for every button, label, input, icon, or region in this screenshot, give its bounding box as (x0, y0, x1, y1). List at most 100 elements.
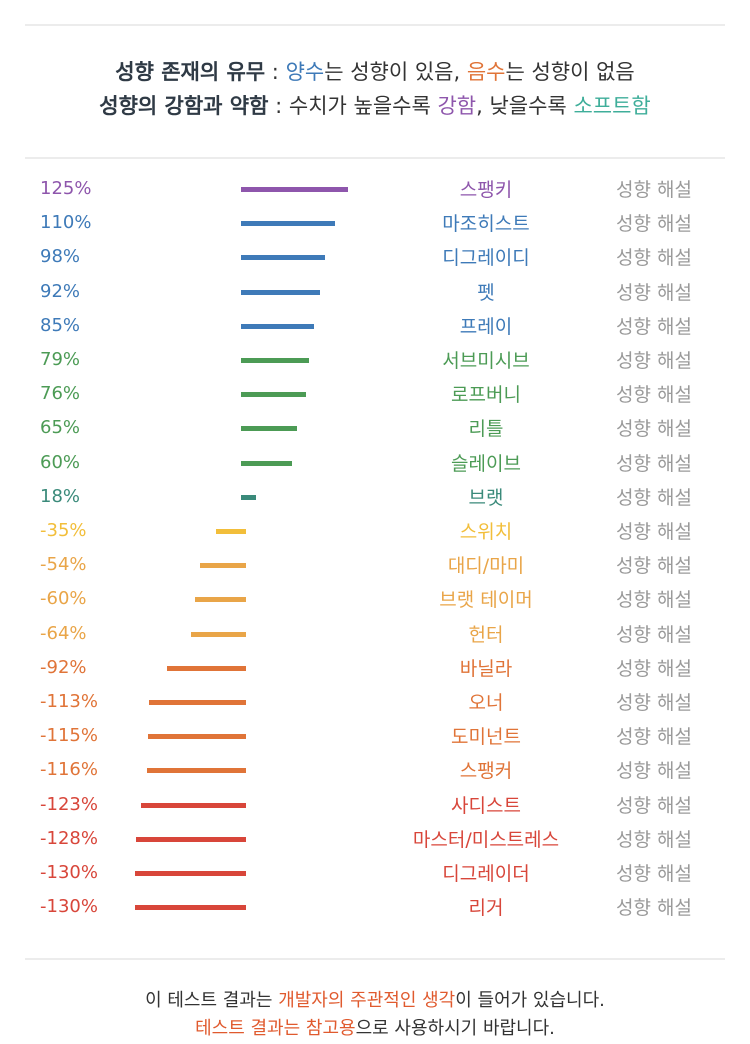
category-label: 디그레이디 (442, 247, 530, 270)
footer-text-end: 이 들어가 있습니다. (455, 990, 605, 1011)
value-label: -130% (40, 896, 98, 918)
chart-row: 18% 브랫 성향 해설 (0, 484, 750, 518)
footer-text: 이 테스트 결과는 (145, 990, 279, 1011)
chart-row: -113% 오너 성향 해설 (0, 689, 750, 723)
bar (167, 665, 246, 671)
value-label: 98% (40, 246, 81, 268)
value-label: -54% (40, 554, 87, 576)
legend-strength-text: 수치가 높을수록 (288, 94, 438, 118)
bar (194, 597, 246, 603)
category-label: 대디/마미 (447, 555, 525, 578)
explanation-link[interactable]: 성향 해설 (616, 315, 692, 338)
category-label: 마스터/미스트레스 (412, 828, 560, 851)
bar (241, 187, 348, 192)
value-label: 85% (40, 314, 81, 336)
legend-strong-word: 강함 (437, 94, 477, 118)
explanation-link[interactable]: 성향 해설 (616, 897, 692, 920)
legend-divider (25, 157, 725, 159)
explanation-link[interactable]: 성향 해설 (616, 281, 692, 304)
legend-label-strength: 성향의 강함과 약함 (99, 94, 269, 118)
explanation-link[interactable]: 성향 해설 (616, 521, 692, 543)
explanation-link[interactable]: 성향 해설 (616, 555, 692, 578)
bar (146, 768, 246, 774)
category-label: 프레이 (459, 315, 513, 338)
explanation-link[interactable]: 성향 해설 (616, 486, 692, 509)
chart-row: -35% 스위치 성향 해설 (0, 518, 750, 552)
value-label: -113% (40, 691, 98, 712)
bar (216, 529, 246, 534)
chart-row: -60% 브랫 테이머 성향 해설 (0, 586, 750, 620)
value-label: -123% (40, 793, 98, 815)
category-label: 디그레이더 (442, 863, 530, 885)
value-label: 18% (40, 485, 81, 507)
explanation-link[interactable]: 성향 해설 (616, 384, 692, 407)
value-label: -35% (40, 520, 87, 541)
chart-row: 92% 펫 성향 해설 (0, 279, 750, 313)
value-label: 125% (40, 178, 92, 199)
value-label: -115% (40, 725, 98, 747)
chart-row: 110% 마조히스트 성향 해설 (0, 210, 750, 244)
chart-row: -115% 도미넌트 성향 해설 (0, 723, 750, 757)
footer-emphasis: 개발자의 주관적인 생각 (278, 990, 456, 1011)
chart-row: 76% 로프버니 성향 해설 (0, 381, 750, 415)
category-label: 마조히스트 (442, 213, 530, 236)
bar (136, 836, 246, 842)
value-label: 60% (40, 451, 81, 473)
bar (241, 221, 336, 227)
category-label: 헌터 (468, 623, 504, 646)
chart-row: 85% 프레이 성향 해설 (0, 313, 750, 347)
explanation-link[interactable]: 성향 해설 (616, 863, 692, 885)
value-label: -60% (40, 588, 87, 610)
chart-row: -92% 바닐라 성향 해설 (0, 655, 750, 689)
explanation-link[interactable]: 성향 해설 (616, 179, 692, 201)
footer-line-2: 테스트 결과는 참고용으로 사용하시기 바랍니다. (0, 1014, 750, 1040)
explanation-link[interactable]: 성향 해설 (616, 760, 692, 783)
legend-positive-word: 양수 (285, 60, 325, 84)
chart-row: 125% 스팽키 성향 해설 (0, 176, 750, 210)
explanation-link[interactable]: 성향 해설 (616, 452, 692, 475)
chart-row: 98% 디그레이디 성향 해설 (0, 244, 750, 278)
explanation-link[interactable]: 성향 해설 (616, 794, 692, 817)
legend-positive-text: 는 성향이 있음, (324, 60, 467, 84)
category-label: 바닐라 (459, 657, 513, 680)
explanation-link[interactable]: 성향 해설 (616, 657, 692, 680)
value-label: 76% (40, 383, 81, 405)
bar (140, 802, 246, 808)
chart-row: 79% 서브미시브 성향 해설 (0, 347, 750, 381)
bar (147, 734, 246, 740)
explanation-link[interactable]: 성향 해설 (616, 828, 692, 851)
value-label: 79% (40, 349, 81, 370)
chart-row: -64% 헌터 성향 해설 (0, 621, 750, 655)
category-label: 리거 (468, 897, 504, 920)
category-label: 오너 (468, 692, 504, 714)
bar (199, 563, 246, 569)
explanation-link[interactable]: 성향 해설 (616, 692, 692, 714)
chart-row: -54% 대디/마미 성향 해설 (0, 552, 750, 586)
bar (191, 631, 246, 637)
legend-negative-text: 는 성향이 없음 (505, 60, 635, 84)
bar (134, 871, 246, 876)
legend-colon: : (265, 60, 286, 84)
legend-colon-2: : (268, 94, 289, 118)
explanation-link[interactable]: 성향 해설 (616, 418, 692, 441)
value-label: -92% (40, 656, 87, 678)
explanation-link[interactable]: 성향 해설 (616, 350, 692, 372)
explanation-link[interactable]: 성향 해설 (616, 589, 692, 612)
value-label: 65% (40, 417, 81, 439)
category-label: 스팽커 (459, 760, 513, 783)
explanation-link[interactable]: 성향 해설 (616, 726, 692, 749)
category-label: 브랫 테이머 (439, 589, 533, 612)
explanation-link[interactable]: 성향 해설 (616, 247, 692, 270)
legend-line-2: 성향의 강함과 약함 : 수치가 높을수록 강함, 낮을수록 소프트함 (0, 90, 750, 120)
explanation-link[interactable]: 성향 해설 (616, 213, 692, 236)
value-label: 92% (40, 280, 81, 302)
bar (241, 494, 257, 500)
category-label: 사디스트 (451, 794, 521, 817)
explanation-link[interactable]: 성향 해설 (616, 623, 692, 646)
value-label: -116% (40, 759, 98, 781)
legend-line-1: 성향 존재의 유무 : 양수는 성향이 있음, 음수는 성향이 없음 (0, 56, 750, 86)
bar (241, 392, 307, 398)
value-label: -128% (40, 827, 98, 849)
chart-row: -130% 리거 성향 해설 (0, 894, 750, 928)
category-label: 로프버니 (451, 384, 521, 407)
